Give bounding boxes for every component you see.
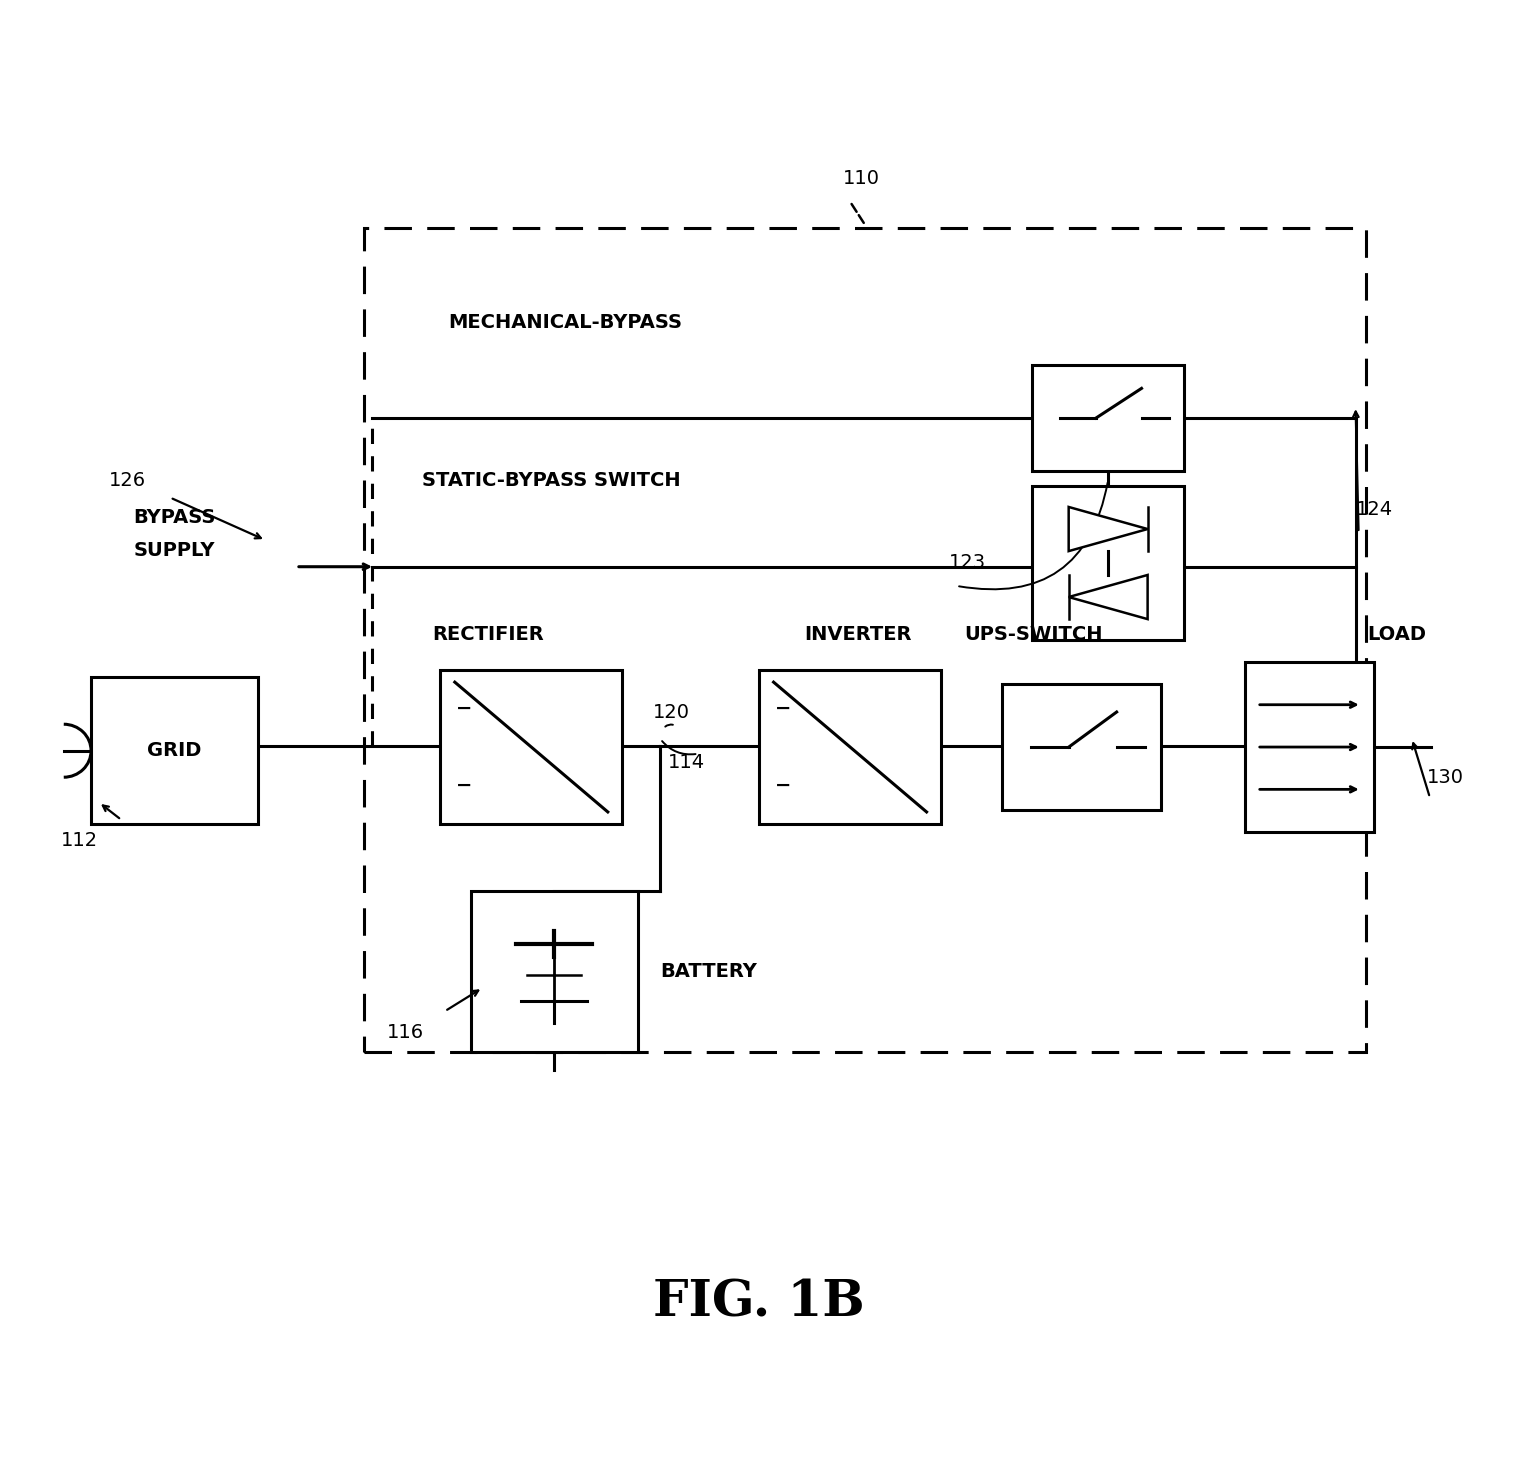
Text: −: − (774, 699, 791, 718)
Text: SUPPLY: SUPPLY (134, 542, 216, 561)
Text: 126: 126 (109, 471, 146, 490)
Text: STATIC-BYPASS SWITCH: STATIC-BYPASS SWITCH (422, 471, 680, 490)
Bar (91, 677, 258, 824)
Bar (440, 670, 622, 824)
Text: FIG. 1B: FIG. 1B (653, 1278, 865, 1328)
Text: 123: 123 (949, 553, 985, 573)
Text: BYPASS: BYPASS (134, 508, 216, 527)
Bar (1002, 684, 1161, 810)
Text: −: − (455, 776, 472, 795)
Polygon shape (1069, 576, 1148, 620)
Text: 114: 114 (668, 754, 704, 773)
Text: 130: 130 (1427, 768, 1463, 788)
Text: 124: 124 (1356, 500, 1392, 520)
Bar (1245, 662, 1374, 832)
Text: UPS-SWITCH: UPS-SWITCH (964, 626, 1102, 645)
Text: LOAD: LOAD (1368, 626, 1427, 645)
Bar (1032, 486, 1184, 640)
Bar (759, 670, 941, 824)
Polygon shape (1069, 506, 1148, 551)
Bar (471, 891, 638, 1052)
Text: INVERTER: INVERTER (805, 626, 912, 645)
Bar (364, 228, 1366, 1052)
Text: 116: 116 (387, 1023, 424, 1042)
Bar (1032, 365, 1184, 471)
Text: 110: 110 (842, 169, 879, 188)
Text: MECHANICAL-BYPASS: MECHANICAL-BYPASS (448, 314, 682, 333)
Text: −: − (455, 699, 472, 718)
Text: 112: 112 (61, 832, 97, 851)
Text: 120: 120 (653, 704, 689, 723)
Text: BATTERY: BATTERY (660, 963, 757, 980)
Text: GRID: GRID (147, 742, 202, 760)
Text: RECTIFIER: RECTIFIER (433, 626, 545, 645)
Text: −: − (774, 776, 791, 795)
